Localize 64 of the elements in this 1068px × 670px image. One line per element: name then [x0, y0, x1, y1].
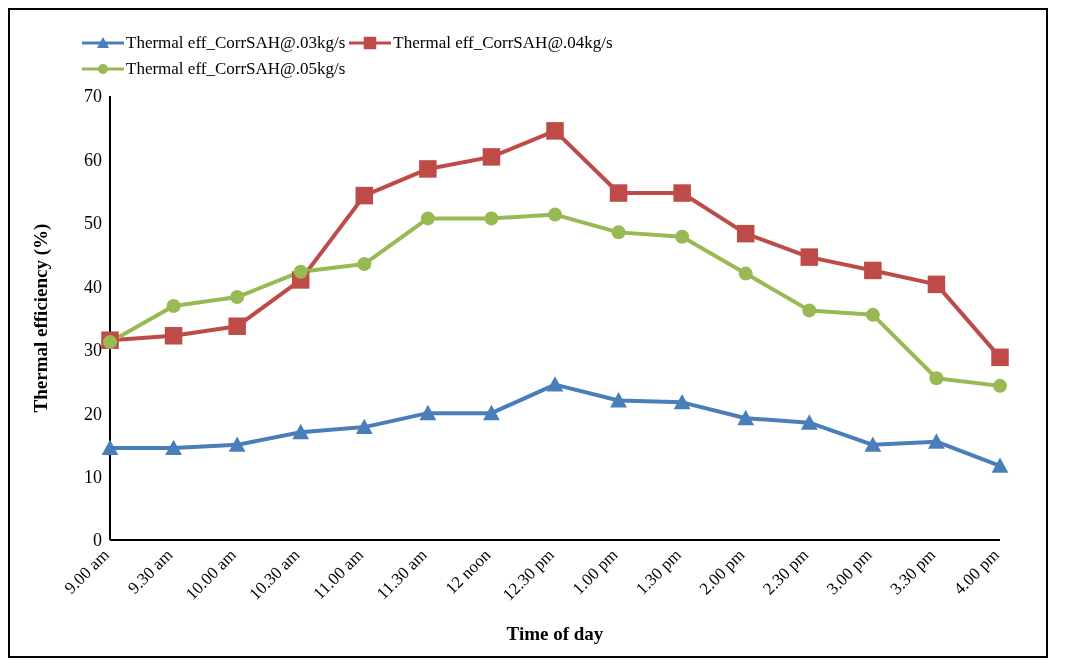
point: [228, 436, 246, 452]
point: [355, 186, 374, 205]
x-tick-label: 9.30 am: [124, 545, 177, 598]
point: [675, 229, 690, 244]
point: [164, 327, 183, 345]
point: [864, 436, 882, 452]
point: [357, 257, 372, 272]
point: [865, 307, 880, 322]
x-tick-label: 2.30 pm: [759, 545, 813, 599]
point: [293, 264, 308, 279]
y-tick-label: 30: [84, 340, 102, 361]
point: [673, 393, 691, 410]
point: [546, 122, 564, 140]
point: [928, 433, 945, 449]
legend-label: Thermal eff_CorrSAH@.03kg/s: [126, 33, 346, 53]
legend-label: Thermal eff_CorrSAH@.05kg/s: [126, 59, 346, 79]
x-tick-label: 1.00 pm: [568, 545, 622, 599]
point: [991, 348, 1009, 367]
point: [482, 148, 501, 166]
x-tick-label: 12 noon: [441, 545, 495, 598]
point: [609, 184, 628, 202]
point: [420, 211, 435, 226]
point: [864, 261, 882, 280]
point: [802, 303, 817, 318]
point: [483, 404, 500, 421]
point: [103, 335, 117, 350]
point: [230, 290, 245, 305]
point: [101, 439, 119, 456]
point: [484, 211, 499, 226]
x-tick-label: 3.30 pm: [886, 545, 940, 599]
point: [611, 225, 626, 240]
point: [736, 224, 755, 243]
point: [419, 404, 437, 421]
y-tick-label: 60: [84, 149, 102, 170]
point: [228, 317, 246, 335]
point: [548, 207, 562, 222]
y-tick-label: 10: [84, 466, 102, 487]
x-tick-label: 3.00 pm: [822, 545, 876, 599]
point: [165, 439, 182, 456]
point: [419, 160, 437, 178]
point: [292, 423, 310, 440]
point: [800, 414, 818, 430]
y-tick-label: 40: [84, 276, 102, 297]
point: [673, 184, 691, 202]
x-tick-label: 1.30 pm: [632, 545, 685, 599]
y-tick-label: 70: [84, 86, 102, 107]
y-tick-label: 50: [84, 213, 102, 234]
point: [800, 248, 819, 266]
point: [927, 275, 946, 294]
y-tick-label: 20: [84, 403, 102, 424]
legend-label: Thermal eff_CorrSAH@.04kg/s: [393, 33, 613, 53]
point: [929, 371, 944, 386]
point: [991, 457, 1009, 473]
y-axis-title: Thermal efficiency (%): [29, 223, 52, 413]
x-axis-title: Time of day: [506, 623, 604, 644]
point: [166, 298, 181, 313]
x-tick-label: 4.00 pm: [949, 545, 1003, 599]
point: [355, 418, 373, 435]
point: [993, 378, 1007, 393]
point: [546, 376, 564, 392]
point: [737, 409, 755, 426]
x-tick-label: 2.00 pm: [695, 545, 749, 599]
point: [738, 266, 753, 281]
point: [610, 392, 627, 408]
